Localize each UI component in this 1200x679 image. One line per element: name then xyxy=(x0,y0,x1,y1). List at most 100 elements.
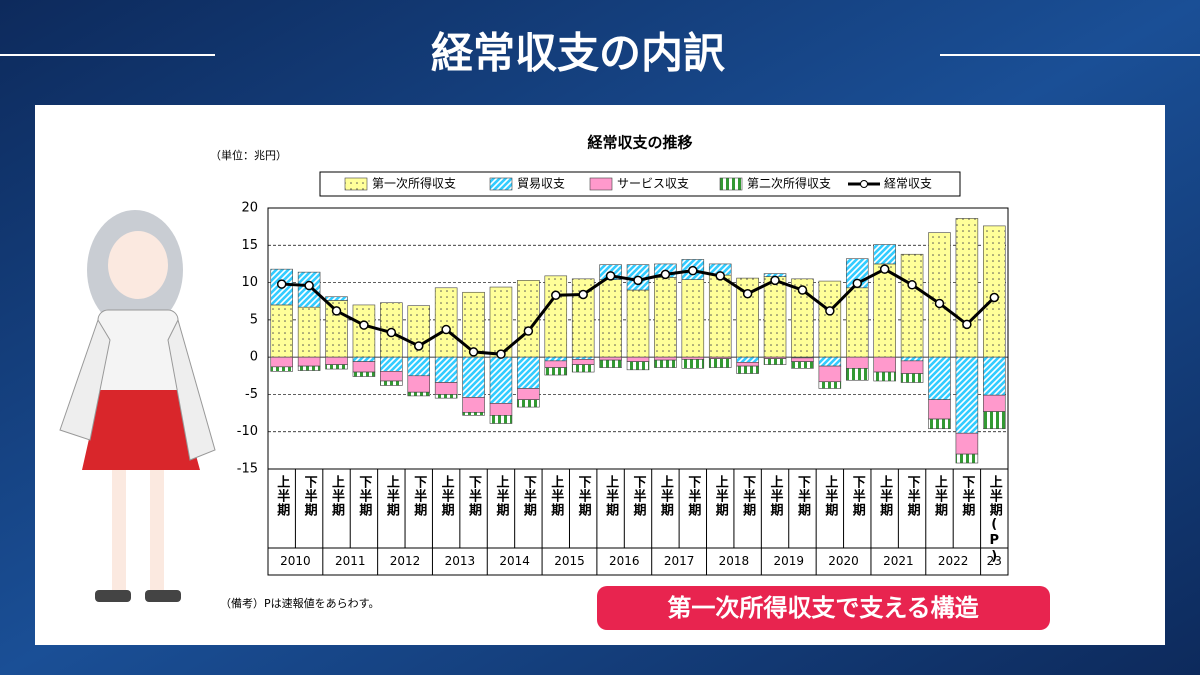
bar xyxy=(517,356,540,389)
bar xyxy=(873,244,896,265)
y-tick-label: -15 xyxy=(237,462,258,477)
legend-swatch xyxy=(344,177,368,191)
bar xyxy=(325,296,348,301)
bar xyxy=(900,373,924,383)
legend-label: サービス収支 xyxy=(617,177,689,191)
bar xyxy=(818,356,842,367)
x-tick-label: 下半期 xyxy=(411,475,427,517)
x-tick-label: 下半期 xyxy=(850,475,866,517)
bar xyxy=(380,356,403,372)
bar xyxy=(626,356,650,362)
bar xyxy=(845,287,869,358)
x-tick-label: 下半期 xyxy=(302,475,318,517)
line-marker xyxy=(496,349,506,359)
bar xyxy=(544,356,568,362)
bar xyxy=(489,403,513,416)
line-marker xyxy=(742,289,753,299)
bar xyxy=(626,361,650,371)
bar xyxy=(708,274,732,358)
bar xyxy=(983,394,1006,412)
bar xyxy=(489,415,513,424)
line-marker xyxy=(551,290,561,300)
bar xyxy=(654,356,677,361)
x-tick-label: 上半期 xyxy=(274,475,290,517)
bar xyxy=(928,232,951,358)
x-tick-label: 上半期 xyxy=(603,475,619,517)
line-marker xyxy=(660,269,671,280)
x-tick-label: 下半期 xyxy=(576,475,592,517)
bar xyxy=(571,359,595,365)
year-label: 2017 xyxy=(664,554,695,568)
x-tick-label: 下半期 xyxy=(631,475,647,517)
line-marker xyxy=(770,275,780,286)
callout: 第一次所得収支で支える構造 xyxy=(667,594,978,622)
line-marker xyxy=(578,289,588,300)
line-marker xyxy=(688,265,698,276)
bar xyxy=(708,358,732,368)
bar xyxy=(297,365,321,371)
year-label: 2019 xyxy=(773,554,804,568)
line-marker xyxy=(797,285,808,295)
line-marker xyxy=(413,341,424,351)
x-tick-label: 上半期(P) xyxy=(987,475,1003,565)
line-marker xyxy=(605,271,616,281)
unit-label: （単位：兆円） xyxy=(210,148,287,162)
bar xyxy=(983,356,1006,396)
legend-swatch xyxy=(719,177,743,191)
line-marker xyxy=(304,280,314,291)
chart-title: 経常収支の推移 xyxy=(587,134,692,152)
x-tick-label: 上半期 xyxy=(493,475,509,517)
year-label: 2015 xyxy=(554,554,585,568)
x-tick-label: 上半期 xyxy=(768,475,784,517)
bar xyxy=(599,359,622,368)
year-label: 2021 xyxy=(883,554,914,568)
line-marker xyxy=(825,306,835,316)
x-tick-label: 下半期 xyxy=(685,475,701,517)
bar xyxy=(270,356,293,368)
line-marker xyxy=(359,320,369,330)
bar xyxy=(434,356,458,383)
x-tick-label: 上半期 xyxy=(713,475,729,517)
line-marker xyxy=(715,271,725,281)
bar xyxy=(407,356,431,377)
year-label: 2013 xyxy=(445,554,476,568)
x-tick-label: 上半期 xyxy=(822,475,838,517)
year-label: 2012 xyxy=(390,554,421,568)
bar xyxy=(462,356,485,398)
bar xyxy=(489,356,513,404)
y-tick-label: 5 xyxy=(250,312,258,327)
line-marker xyxy=(523,326,534,336)
x-tick-label: 上半期 xyxy=(329,475,345,517)
bar xyxy=(736,365,759,374)
bar xyxy=(544,367,568,376)
bar xyxy=(845,356,869,369)
bar xyxy=(626,289,650,358)
bar xyxy=(900,356,924,362)
bar xyxy=(955,432,979,455)
bar xyxy=(434,382,458,395)
year-label: 2011 xyxy=(335,554,366,568)
x-tick-label: 上半期 xyxy=(932,475,948,517)
bar xyxy=(462,412,485,416)
bar xyxy=(654,277,677,358)
bar xyxy=(544,360,568,368)
x-tick-label: 下半期 xyxy=(521,475,537,517)
bar xyxy=(736,356,759,363)
legend-label: 経常収支 xyxy=(884,177,932,191)
y-tick-label: 15 xyxy=(241,238,258,253)
year-label: 2022 xyxy=(938,554,969,568)
bar xyxy=(955,356,979,434)
x-tick-label: 上半期 xyxy=(384,475,400,517)
line-marker xyxy=(276,279,287,289)
line-marker xyxy=(386,327,397,338)
bar xyxy=(681,279,705,358)
slide-title: 経常収支の内訳 xyxy=(431,29,726,78)
line-marker xyxy=(962,319,972,330)
chart: 経常収支の推移 （単位：兆円） （備考）Pは速報値をあらわす。 -15 -10 -5… xyxy=(210,134,1009,610)
x-tick-label: 下半期 xyxy=(356,475,372,517)
bar xyxy=(791,361,814,369)
x-tick-label: 上半期 xyxy=(877,475,893,517)
line-marker xyxy=(934,298,945,309)
line-marker xyxy=(468,347,479,357)
line-marker xyxy=(331,306,342,316)
